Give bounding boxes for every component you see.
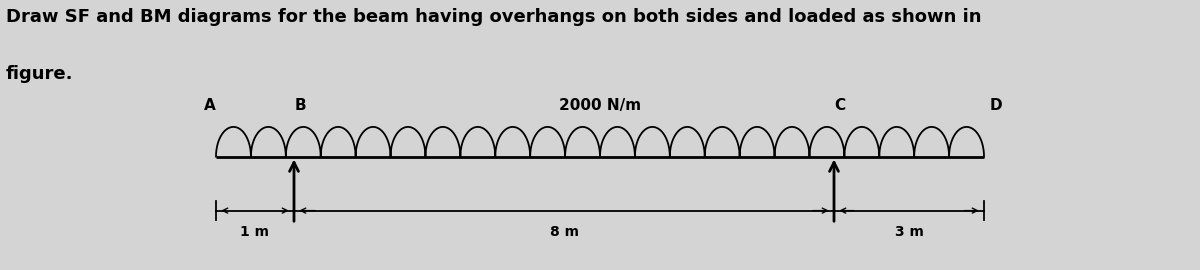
Text: Draw SF and BM diagrams for the beam having overhangs on both sides and loaded a: Draw SF and BM diagrams for the beam hav… [6, 8, 982, 26]
Text: B: B [294, 98, 306, 113]
Text: C: C [834, 98, 846, 113]
Text: 2000 N/m: 2000 N/m [559, 98, 641, 113]
Text: A: A [204, 98, 216, 113]
Text: 3 m: 3 m [894, 225, 924, 239]
Text: D: D [990, 98, 1002, 113]
Text: figure.: figure. [6, 65, 73, 83]
Text: 1 m: 1 m [240, 225, 270, 239]
Text: 8 m: 8 m [550, 225, 578, 239]
